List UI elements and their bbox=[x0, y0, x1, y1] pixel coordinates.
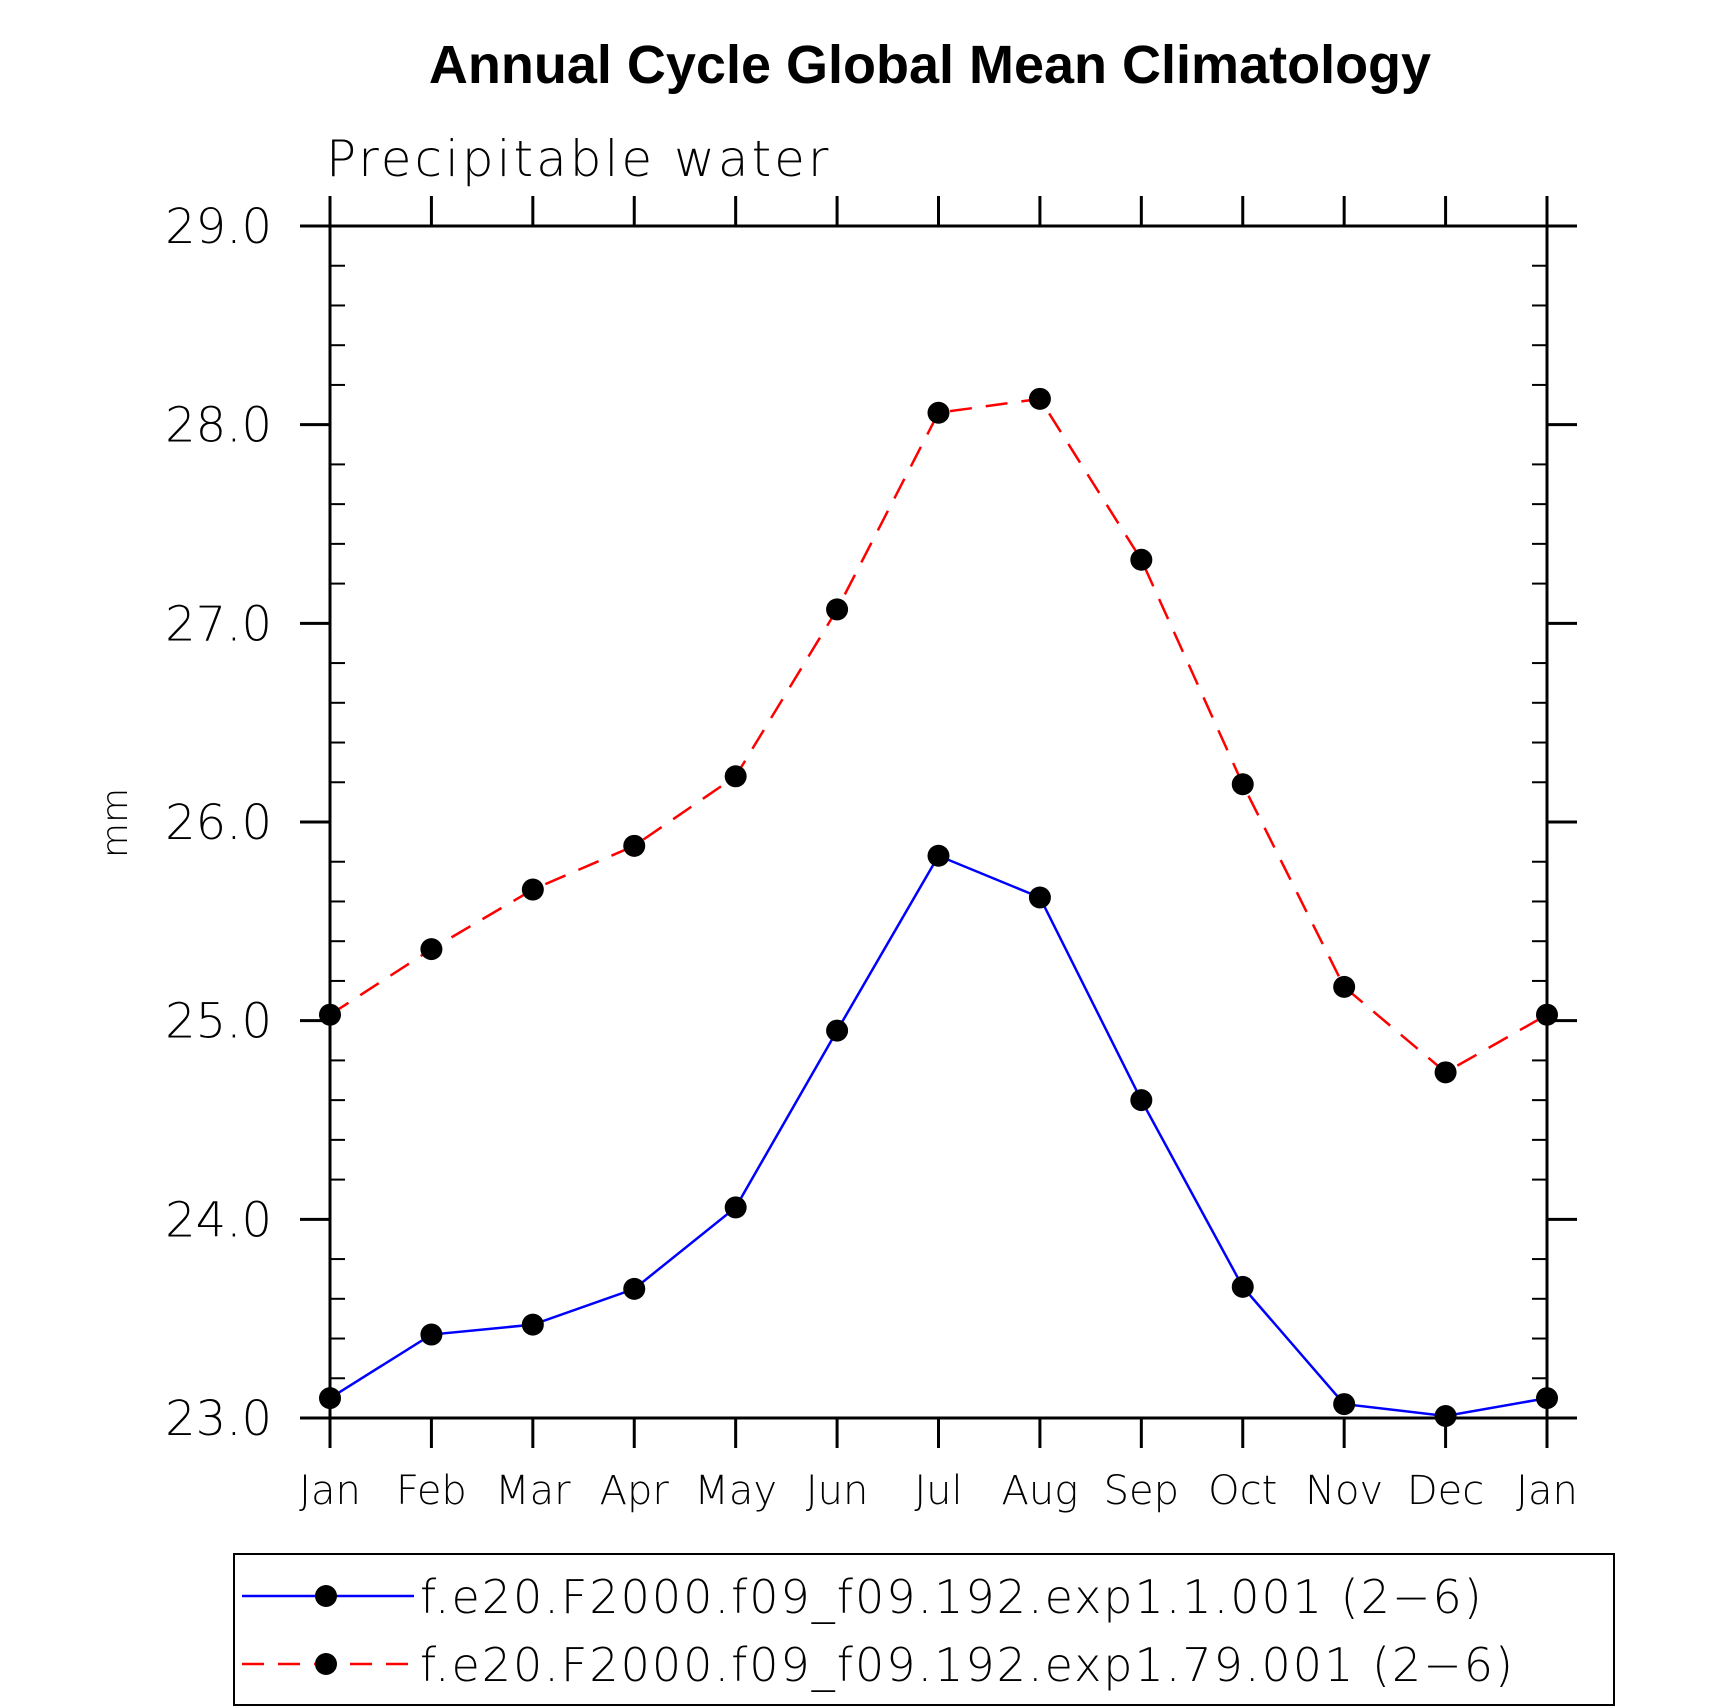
data-point bbox=[826, 1019, 849, 1042]
x-tick-label: May bbox=[694, 1468, 777, 1514]
x-tick-label: Nov bbox=[1305, 1468, 1383, 1514]
data-point bbox=[623, 1277, 646, 1300]
data-point bbox=[826, 598, 849, 621]
y-tick-label: 29.0 bbox=[165, 199, 272, 255]
data-point bbox=[724, 1196, 747, 1219]
chart-title: Annual Cycle Global Mean Climatology bbox=[429, 35, 1431, 95]
y-tick-label: 28.0 bbox=[165, 398, 272, 454]
x-tick-label: Dec bbox=[1407, 1468, 1484, 1514]
x-tick-label: Apr bbox=[600, 1468, 670, 1514]
series-layer bbox=[319, 387, 1558, 1428]
data-point bbox=[927, 844, 950, 867]
data-point bbox=[1231, 773, 1254, 796]
data-point bbox=[1434, 1061, 1457, 1084]
x-tick-label: Jun bbox=[806, 1468, 869, 1514]
data-point bbox=[724, 765, 747, 788]
x-tick-label: Jan bbox=[299, 1468, 361, 1514]
y-tick-label: 23.0 bbox=[165, 1391, 272, 1447]
x-tick-label: Mar bbox=[495, 1468, 571, 1514]
y-tick-label: 25.0 bbox=[165, 994, 272, 1050]
series-line bbox=[329, 397, 1548, 1074]
x-tick-label: Sep bbox=[1104, 1468, 1179, 1514]
data-point bbox=[319, 1003, 341, 1026]
data-point bbox=[1434, 1405, 1457, 1428]
data-point bbox=[1536, 1003, 1558, 1026]
data-point bbox=[1231, 1275, 1254, 1298]
data-point bbox=[420, 1323, 443, 1346]
data-point bbox=[420, 938, 443, 961]
axes: Jan Feb Mar Apr May Jun Jul Aug Sep Oct Nov Dec Jan 2… bbox=[165, 196, 1578, 1514]
data-point bbox=[1028, 387, 1051, 410]
legend-marker bbox=[315, 1585, 337, 1607]
legend: f.e20.F2000.f09_f09.192.exp1.1.001 (2−6)… bbox=[233, 1553, 1615, 1706]
data-point bbox=[521, 1313, 544, 1336]
legend-marker bbox=[315, 1653, 337, 1675]
chart-subtitle: Precipitable water bbox=[326, 130, 832, 188]
series-1 bbox=[319, 844, 1558, 1428]
data-point bbox=[1028, 886, 1051, 909]
y-tick-label: 27.0 bbox=[165, 596, 272, 652]
data-point bbox=[1536, 1387, 1558, 1410]
data-point bbox=[927, 401, 950, 424]
legend-label: f.e20.F2000.f09_f09.192.exp1.1.001 (2−6) bbox=[420, 1570, 1484, 1624]
series-line bbox=[329, 854, 1548, 1418]
data-point bbox=[1130, 548, 1153, 571]
x-tick-label: Feb bbox=[396, 1468, 467, 1514]
series-2 bbox=[319, 387, 1558, 1084]
data-point bbox=[1130, 1089, 1153, 1112]
y-axis-label: mm bbox=[95, 788, 136, 858]
x-tick-label: Aug bbox=[1002, 1468, 1079, 1514]
y-tick-label: 24.0 bbox=[165, 1192, 272, 1248]
legend-label: f.e20.F2000.f09_f09.192.exp1.79.001 (2−6… bbox=[420, 1638, 1515, 1692]
x-tick-label: Oct bbox=[1208, 1468, 1277, 1514]
data-point bbox=[623, 834, 646, 857]
data-point bbox=[1333, 975, 1356, 998]
data-point bbox=[319, 1387, 341, 1410]
x-tick-label: Jan bbox=[1516, 1468, 1578, 1514]
data-point bbox=[521, 878, 544, 901]
y-tick-label: 26.0 bbox=[165, 795, 272, 851]
legend-box bbox=[233, 1553, 1615, 1706]
data-point bbox=[1333, 1393, 1356, 1416]
x-tick-label: Jul bbox=[914, 1468, 962, 1514]
